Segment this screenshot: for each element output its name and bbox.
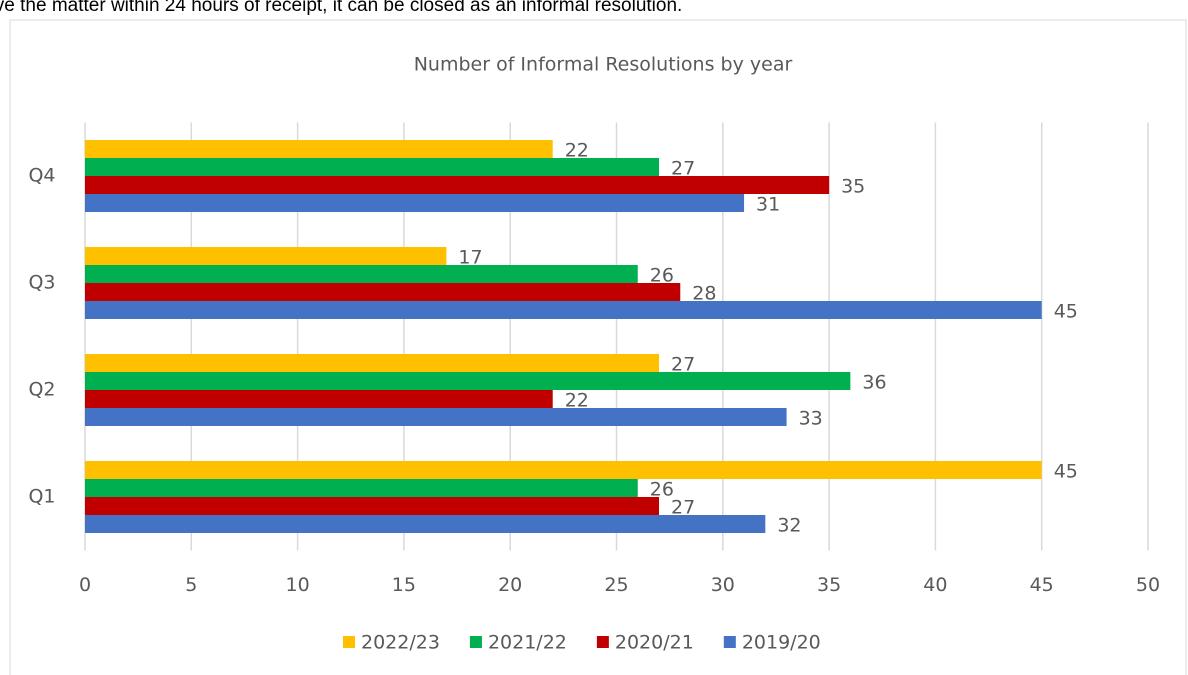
data-label: 27 <box>671 354 695 376</box>
x-tick-label: 40 <box>923 574 947 596</box>
x-tick-label: 20 <box>498 574 522 596</box>
bar <box>85 194 745 212</box>
y-tick-label: Q3 <box>28 272 55 294</box>
legend-label: 2019/20 <box>742 632 821 654</box>
bar <box>85 515 766 533</box>
y-tick-label: Q4 <box>28 165 55 187</box>
legend-swatch <box>343 636 355 648</box>
bar <box>85 247 447 265</box>
legend-swatch <box>723 636 736 648</box>
data-label: 31 <box>756 194 780 216</box>
legend-label: 2022/23 <box>361 632 440 654</box>
header-text: olve the matter within 24 hours of recei… <box>0 0 682 16</box>
x-tick-label: 0 <box>79 574 91 596</box>
x-tick-label: 35 <box>817 574 841 596</box>
data-label: 36 <box>862 372 886 394</box>
data-label: 26 <box>650 265 674 287</box>
chart-frame <box>9 19 1187 675</box>
data-label: 26 <box>650 479 674 501</box>
bar <box>85 479 638 497</box>
bar <box>85 497 660 515</box>
data-label: 17 <box>458 247 482 269</box>
y-tick-label: Q1 <box>28 486 55 508</box>
data-label: 28 <box>692 283 716 305</box>
bar <box>85 408 787 426</box>
x-tick-label: 10 <box>286 574 310 596</box>
x-tick-label: 25 <box>604 574 628 596</box>
bar <box>85 372 851 390</box>
data-label: 45 <box>1054 301 1078 323</box>
bar <box>85 265 638 283</box>
legend-label: 2020/21 <box>615 632 694 654</box>
bar <box>85 461 1042 479</box>
bar <box>85 140 553 158</box>
data-label: 35 <box>841 176 865 198</box>
bar <box>85 354 660 372</box>
x-tick-label: 30 <box>711 574 735 596</box>
legend-swatch <box>469 636 482 648</box>
data-label: 22 <box>565 390 589 412</box>
x-tick-label: 50 <box>1136 574 1160 596</box>
data-label: 33 <box>799 408 823 430</box>
bar <box>85 283 681 301</box>
chart-title: Number of Informal Resolutions by year <box>414 54 793 76</box>
data-label: 45 <box>1054 461 1078 483</box>
x-tick-label: 15 <box>392 574 416 596</box>
y-tick-label: Q2 <box>28 379 55 401</box>
x-tick-label: 45 <box>1030 574 1054 596</box>
bar <box>85 158 660 176</box>
legend-label: 2021/22 <box>488 632 567 654</box>
data-label: 32 <box>777 515 801 537</box>
data-label: 27 <box>671 497 695 519</box>
x-tick-label: 5 <box>185 574 197 596</box>
bar <box>85 176 830 194</box>
bar <box>85 390 553 408</box>
data-label: 27 <box>671 158 695 180</box>
bar <box>85 301 1042 319</box>
legend-swatch <box>596 636 609 648</box>
data-label: 22 <box>565 140 589 162</box>
